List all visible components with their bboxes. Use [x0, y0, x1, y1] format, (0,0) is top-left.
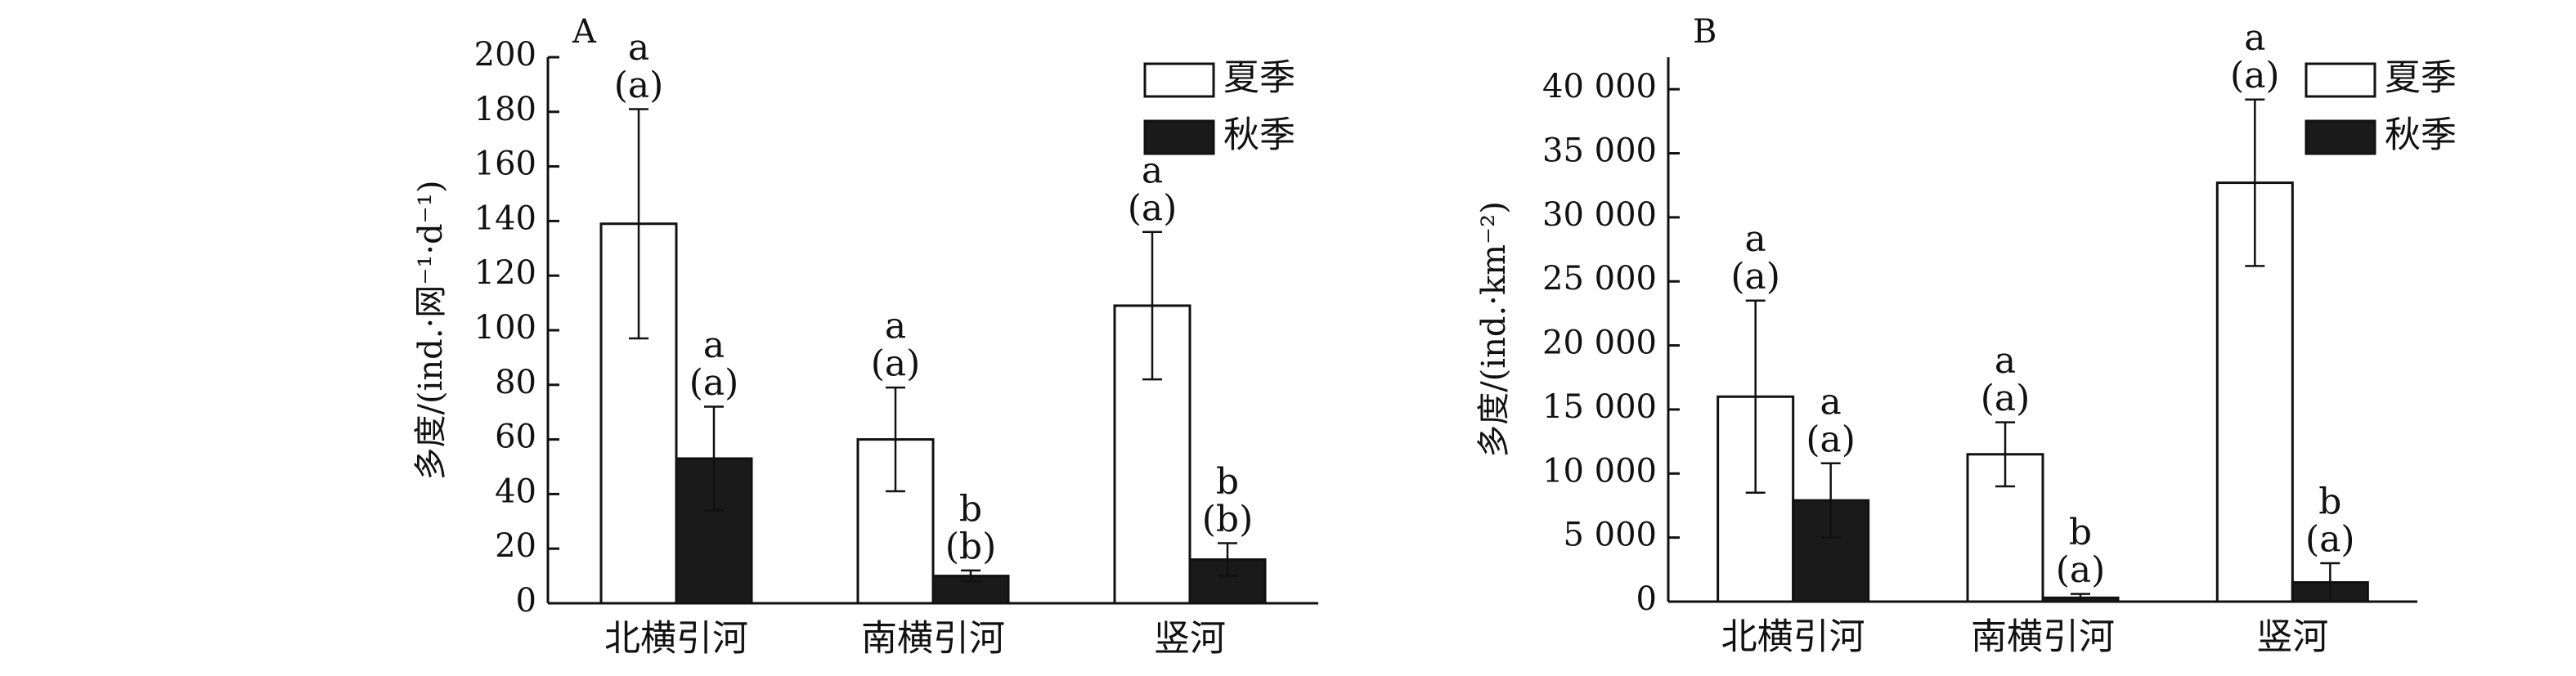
bar: [675, 457, 753, 605]
y-tick-label: 180: [474, 91, 536, 128]
y-tick-label: 40 000: [1542, 68, 1657, 105]
significance-label: b: [2069, 512, 2092, 553]
significance-label: a: [703, 325, 725, 366]
legend-label: 夏季: [1223, 57, 1295, 99]
y-tick-label: 5 000: [1563, 517, 1657, 554]
x-tick-label: 南横引河: [861, 618, 1005, 660]
significance-label: a: [885, 306, 906, 347]
y-tick-label: 160: [474, 145, 536, 183]
y-tick-label: 100: [474, 309, 536, 347]
significance-label: (b): [945, 526, 997, 567]
legend-swatch: [1143, 119, 1215, 155]
y-tick-label: 35 000: [1542, 132, 1657, 170]
y-tick-label: 200: [474, 36, 536, 74]
significance-label: a: [1745, 218, 1766, 260]
significance-label: a: [1142, 150, 1163, 191]
y-tick-label: 80: [495, 364, 536, 401]
significance-label: (a): [689, 362, 739, 404]
y-tick-label: 10 000: [1542, 452, 1657, 490]
significance-label: a: [628, 27, 649, 69]
legend-label: 秋季: [1223, 114, 1295, 156]
legend-swatch: [2304, 62, 2376, 98]
legend-swatch: [2304, 119, 2376, 155]
panel-label: A: [572, 13, 597, 51]
significance-label: b: [959, 488, 982, 530]
x-tick-label: 北横引河: [1721, 616, 1865, 658]
y-tick-label: 40: [495, 472, 536, 510]
y-axis-label: 多度/(ind.·网⁻¹·d⁻¹): [412, 181, 450, 481]
y-tick-label: 25 000: [1542, 260, 1657, 298]
y-tick-label: 20: [495, 527, 536, 565]
y-tick-label: 0: [1636, 580, 1657, 618]
significance-label: (a): [1806, 419, 1856, 460]
y-tick-label: 15 000: [1542, 388, 1657, 426]
significance-label: b: [1216, 461, 1239, 503]
x-tick-label: 北横引河: [604, 618, 748, 660]
significance-label: (a): [2305, 518, 2355, 560]
significance-label: a: [2244, 17, 2265, 59]
significance-label: (a): [1730, 256, 1780, 298]
panel-label: B: [1693, 13, 1717, 51]
significance-label: (a): [614, 65, 664, 106]
significance-label: (a): [1981, 378, 2031, 419]
y-tick-label: 60: [495, 419, 536, 456]
y-tick-label: 120: [474, 254, 536, 292]
significance-label: (a): [871, 343, 921, 385]
y-tick-label: 0: [516, 582, 536, 620]
legend-label: 夏季: [2385, 57, 2457, 99]
significance-label: a: [1820, 381, 1842, 423]
legend-swatch: [1143, 62, 1215, 98]
legend-label: 秋季: [2385, 114, 2457, 156]
significance-label: b: [2318, 481, 2341, 522]
significance-label: (a): [2056, 549, 2106, 591]
y-axis-label: 多度/(ind.·km⁻²): [1475, 201, 1513, 458]
x-tick-label: 竖河: [2256, 616, 2328, 658]
x-tick-label: 竖河: [1154, 618, 1226, 660]
significance-label: (a): [1128, 187, 1178, 229]
y-tick-label: 30 000: [1542, 196, 1657, 234]
y-tick-label: 140: [474, 199, 536, 237]
y-tick-label: 20 000: [1542, 325, 1657, 362]
x-tick-label: 南横引河: [1971, 616, 2115, 658]
significance-label: a: [1995, 340, 2016, 382]
significance-label: (b): [1202, 499, 1254, 540]
significance-label: (a): [2230, 55, 2280, 96]
